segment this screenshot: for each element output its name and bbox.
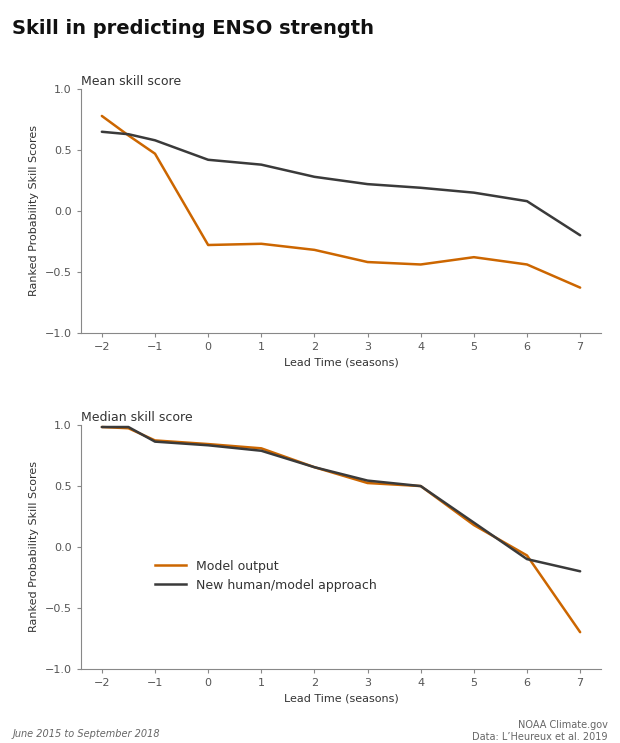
Y-axis label: Ranked Probability Skill Scores: Ranked Probability Skill Scores	[29, 461, 39, 632]
X-axis label: Lead Time (seasons): Lead Time (seasons)	[283, 357, 399, 367]
Text: Mean skill score: Mean skill score	[81, 75, 180, 88]
X-axis label: Lead Time (seasons): Lead Time (seasons)	[283, 693, 399, 704]
Text: Data: L’Heureux et al. 2019: Data: L’Heureux et al. 2019	[472, 732, 608, 742]
Legend: Model output, New human/model approach: Model output, New human/model approach	[154, 560, 376, 592]
Text: NOAA Climate.gov: NOAA Climate.gov	[518, 720, 608, 730]
Text: Median skill score: Median skill score	[81, 411, 192, 424]
Text: June 2015 to September 2018: June 2015 to September 2018	[12, 730, 160, 739]
Text: Skill in predicting ENSO strength: Skill in predicting ENSO strength	[12, 19, 374, 38]
Y-axis label: Ranked Probability Skill Scores: Ranked Probability Skill Scores	[29, 126, 39, 296]
